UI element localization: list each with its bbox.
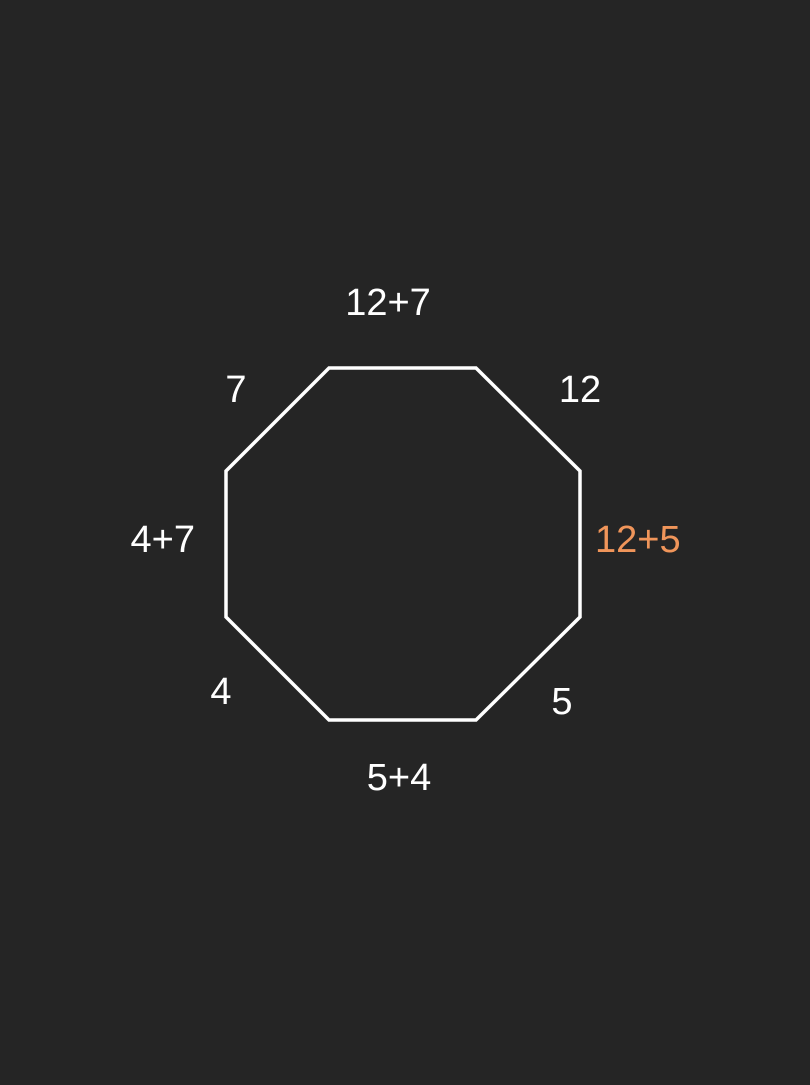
side-label-right: 12+5 (595, 519, 681, 561)
side-label-top: 12+7 (345, 282, 431, 324)
side-label-bottom: 5+4 (367, 757, 431, 799)
side-label-left: 4+7 (131, 519, 195, 561)
side-label-bottom-right: 5 (551, 681, 572, 723)
octagon-shape (224, 366, 582, 722)
side-label-bottom-left: 4 (210, 671, 231, 713)
side-label-top-right: 12 (559, 369, 601, 411)
side-label-top-left: 7 (225, 369, 246, 411)
